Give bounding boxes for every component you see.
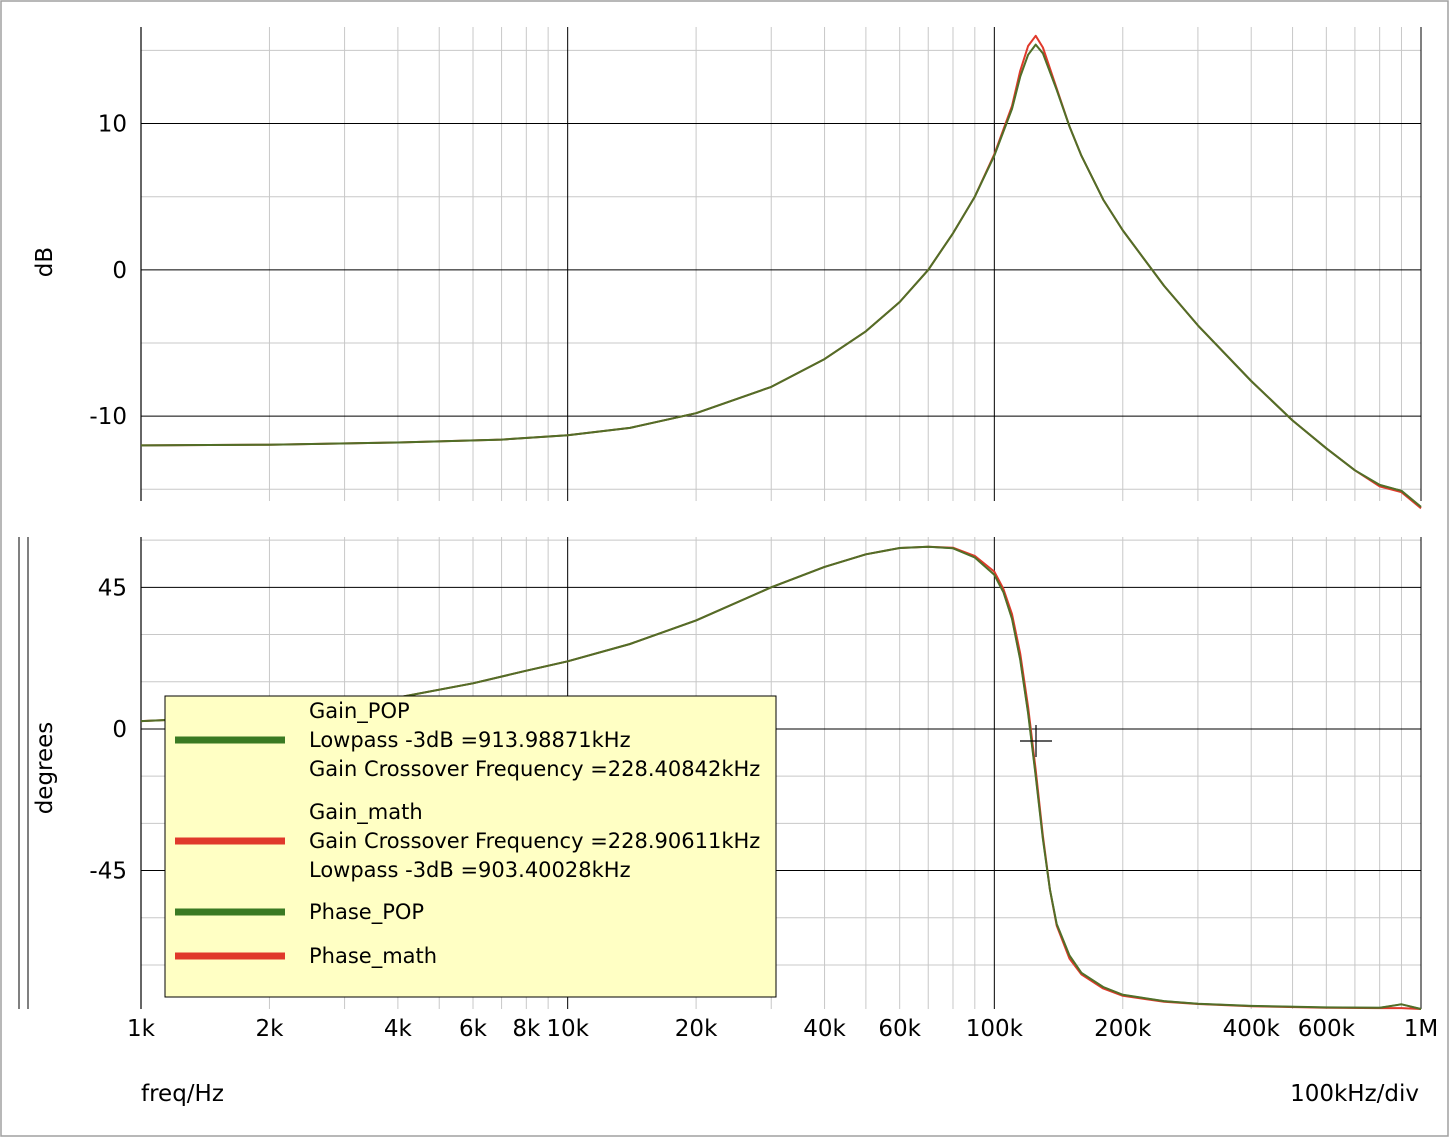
x-tick-label: 2k <box>255 1016 284 1042</box>
gain-y-tick-labels: 10 0 -10 <box>89 112 127 431</box>
y-tick-label: 0 <box>112 717 127 743</box>
legend-box <box>164 695 777 998</box>
x-tick-label: 400k <box>1223 1016 1281 1042</box>
x-tick-label: 200k <box>1094 1016 1152 1042</box>
legend-measurement: Lowpass -3dB =913.98871kHz <box>309 728 631 752</box>
legend-entry: Gain_math Gain Crossover Frequency =228.9… <box>175 800 760 882</box>
phase-panel: 45 0 -45 degrees <box>18 537 1422 1010</box>
x-tick-label: 6k <box>459 1016 488 1042</box>
gain-grid <box>140 27 1422 501</box>
legend-entry: Phase_POP <box>175 900 424 925</box>
legend-entry: Gain_POP Lowpass -3dB =913.98871kHz Gain C… <box>175 699 760 781</box>
legend-measurement: Lowpass -3dB =903.40028kHz <box>309 858 631 882</box>
x-tick-label: 1k <box>127 1016 156 1042</box>
series-overlap-line <box>140 545 1422 1010</box>
phase-grid <box>140 537 1422 1009</box>
x-tick-label: 600k <box>1298 1016 1356 1042</box>
x-tick-label: 60k <box>878 1016 921 1042</box>
y-tick-label: -10 <box>89 404 127 430</box>
y-tick-label: 0 <box>112 258 127 284</box>
legend-series-name: Phase_POP <box>309 900 424 925</box>
legend-series-name: Gain_POP <box>309 699 410 724</box>
y-tick-label: 45 <box>98 575 127 601</box>
x-tick-label: 8k <box>512 1016 541 1042</box>
y-tick-label: -45 <box>89 859 127 885</box>
phase-y-tick-labels: 45 0 -45 <box>89 575 127 884</box>
legend-series-name: Phase_math <box>309 944 437 969</box>
series-overlap-line <box>140 43 1422 508</box>
gain-y-axis-label: dB <box>32 247 58 277</box>
legend-measurement: Gain Crossover Frequency =228.40842kHz <box>309 757 760 781</box>
x-tick-label: 40k <box>803 1016 846 1042</box>
x-division-label: 100kHz/div <box>1290 1081 1419 1107</box>
x-tick-label: 10k <box>546 1016 589 1042</box>
x-tick-label: 4k <box>384 1016 413 1042</box>
x-tick-label: 1M <box>1404 1016 1438 1042</box>
x-tick-label: 100k <box>966 1016 1024 1042</box>
x-axis-label: freq/Hz <box>141 1081 224 1107</box>
y-tick-label: 10 <box>98 112 127 138</box>
x-tick-labels: 1k 2k 4k 6k 8k 10k 20k 40k 60k 100k 200k 400k 600k 1M <box>127 1016 1438 1042</box>
phase-curves <box>140 545 1422 1010</box>
phase-y-axis-label: degrees <box>32 722 58 815</box>
legend-entry: Phase_math <box>175 944 437 969</box>
legend: Gain_POP Lowpass -3dB =913.98871kHz Gain C… <box>164 695 777 998</box>
gain-curves <box>140 34 1422 510</box>
legend-measurement: Gain Crossover Frequency =228.90611kHz <box>309 829 760 853</box>
cursor-crosshair[interactable] <box>1020 725 1052 757</box>
gain-panel: 10 0 -10 dB <box>32 27 1422 510</box>
legend-series-name: Gain_math <box>309 800 423 825</box>
x-tick-label: 20k <box>675 1016 718 1042</box>
